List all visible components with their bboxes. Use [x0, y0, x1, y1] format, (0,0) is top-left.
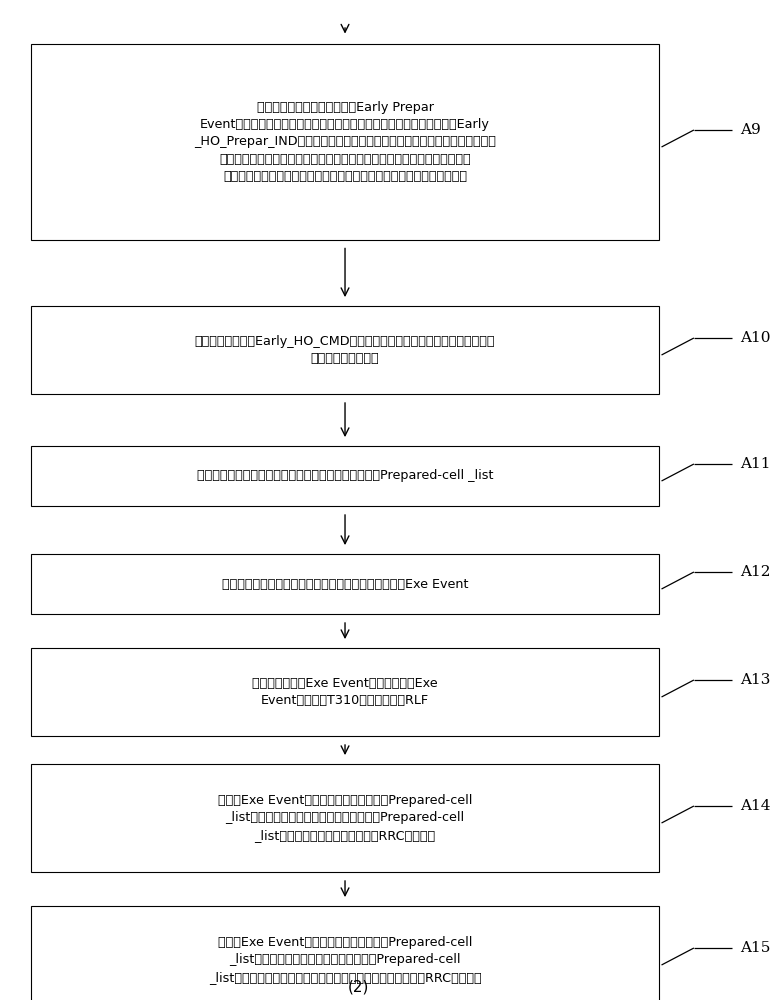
Text: A12: A12 [740, 565, 771, 579]
Text: A15: A15 [740, 941, 770, 955]
Text: 根据所述移动终端当前的移动速度，获取切换执行事件Exe Event: 根据所述移动终端当前的移动速度，获取切换执行事件Exe Event [222, 578, 468, 590]
Text: 在满足Exe Event的目标小区的小区标识与Prepared-cell
_list中已准备小区的小区标识相同时，选择Prepared-cell
_list中有: 在满足Exe Event的目标小区的小区标识与Prepared-cell _li… [218, 794, 472, 842]
Text: 在满足Exe Event的目标小区的小区标识与Prepared-cell
_list中已准备小区的小区标识不同时，对Prepared-cell
_list中的小: 在满足Exe Event的目标小区的小区标识与Prepared-cell _li… [209, 936, 481, 984]
Text: A13: A13 [740, 673, 770, 687]
Text: A11: A11 [740, 457, 771, 471]
Bar [31, 764, 659, 872]
Bar [31, 44, 659, 239]
Text: 在所述提前切换准备触发事件Early Prepar
Event满足时，所述移动终端向当前服务小区基站发送提前切换准备指示Early
_HO_Prepar_IND: 在所述提前切换准备触发事件Early Prepar Event满足时，所述移动终… [194, 101, 496, 184]
Text: A9: A9 [740, 123, 761, 137]
Bar [31, 306, 659, 394]
Bar [31, 906, 659, 1000]
Bar [31, 554, 659, 614]
Text: 获取已准备小区的优先级，生成并备份已准备小区列表Prepared-cell _list: 获取已准备小区的优先级，生成并备份已准备小区列表Prepared-cell _l… [197, 470, 493, 483]
Bar [31, 446, 659, 506]
Text: A10: A10 [740, 331, 771, 345]
Text: (2): (2) [348, 980, 369, 995]
Text: 接收提前切换指令Early_HO_CMD，所述提前切换指令中携带已经准备好的已
准备小区的小区标识: 接收提前切换指令Early_HO_CMD，所述提前切换指令中携带已经准备好的已 … [195, 335, 495, 365]
Bar [31, 648, 659, 736]
Text: A14: A14 [740, 799, 771, 813]
Text: 在切换执行事件Exe Event满足时，基于Exe
Event提前终止T310定时器并声明RLF: 在切换执行事件Exe Event满足时，基于Exe Event提前终止T310定… [252, 677, 438, 707]
